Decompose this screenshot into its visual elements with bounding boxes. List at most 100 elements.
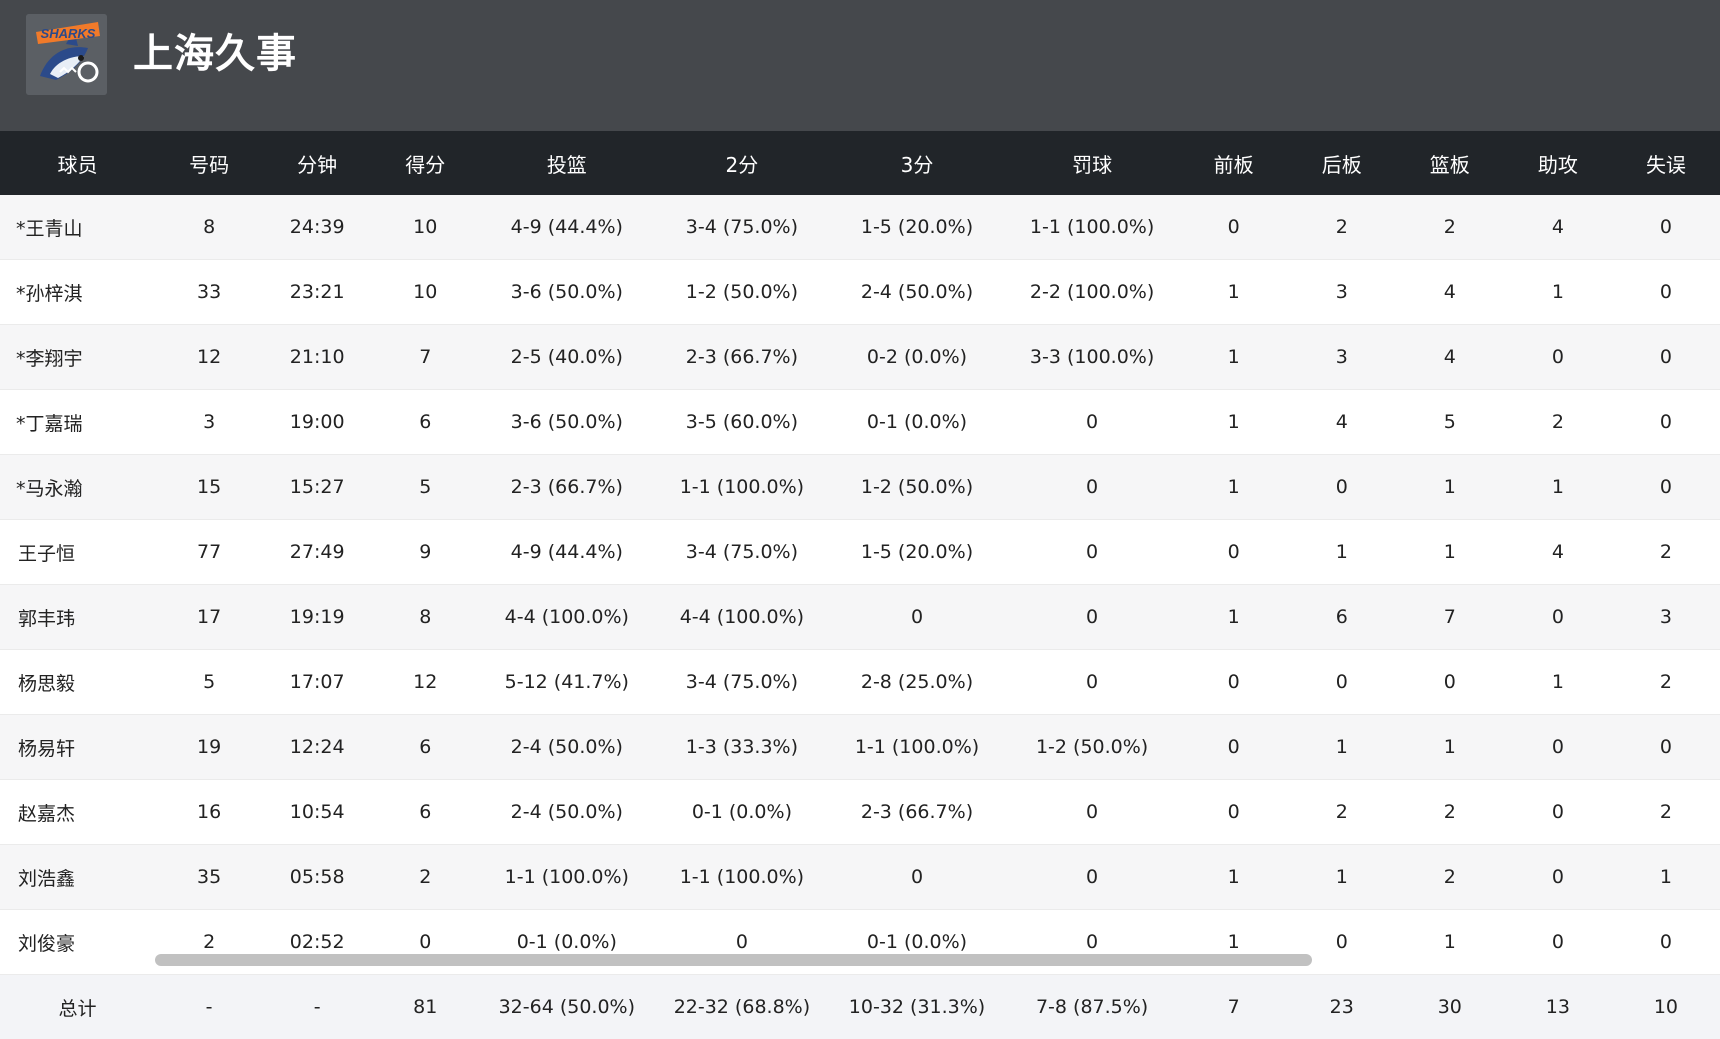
column-header[interactable]: 前板 (1180, 131, 1288, 195)
scrollbar-thumb[interactable] (155, 954, 1312, 966)
totals-label: 总计 (0, 975, 155, 1039)
player-name[interactable]: 刘俊豪 (0, 910, 155, 975)
stat-cell: 0-1 (0.0%) (654, 780, 829, 845)
stat-cell: 0 (1005, 780, 1180, 845)
column-header[interactable]: 后板 (1288, 131, 1396, 195)
player-name[interactable]: *马永瀚 (0, 455, 155, 520)
player-name[interactable]: *王青山 (0, 195, 155, 260)
stat-cell: 15 (155, 455, 263, 520)
stat-cell: 1-5 (20.0%) (829, 520, 1004, 585)
stat-cell: 0 (1396, 650, 1504, 715)
stat-cell: 5 (371, 455, 479, 520)
stat-cell: 1 (1396, 910, 1504, 975)
stat-cell: 35 (155, 845, 263, 910)
stat-cell: 19 (155, 715, 263, 780)
stat-cell: 2-3 (66.7%) (654, 325, 829, 390)
stat-cell: 0 (1180, 520, 1288, 585)
column-header[interactable]: 失误 (1612, 131, 1720, 195)
stat-cell: 3 (1288, 260, 1396, 325)
stat-cell: 1 (1180, 585, 1288, 650)
stat-cell: 5 (155, 650, 263, 715)
stat-cell: 17:07 (263, 650, 371, 715)
stat-cell: 12 (155, 325, 263, 390)
column-header[interactable]: 助攻 (1504, 131, 1612, 195)
player-name[interactable]: 杨思毅 (0, 650, 155, 715)
column-header[interactable]: 分钟 (263, 131, 371, 195)
stat-cell: 1-1 (100.0%) (829, 715, 1004, 780)
stat-cell: 1 (1288, 520, 1396, 585)
player-name[interactable]: 刘浩鑫 (0, 845, 155, 910)
stat-cell: 0 (1288, 455, 1396, 520)
stat-cell: 19:00 (263, 390, 371, 455)
player-name[interactable]: *孙梓淇 (0, 260, 155, 325)
stat-cell: 1-1 (100.0%) (1005, 195, 1180, 260)
stat-cell: 10 (371, 260, 479, 325)
stat-cell: 1 (1612, 845, 1720, 910)
column-header[interactable]: 投篮 (479, 131, 654, 195)
player-name[interactable]: 王子恒 (0, 520, 155, 585)
stat-cell: 1 (1288, 845, 1396, 910)
stat-cell: 2 (1288, 195, 1396, 260)
stat-cell: 1-1 (100.0%) (654, 845, 829, 910)
totals-cell: 30 (1396, 975, 1504, 1039)
stat-cell: 3 (1612, 585, 1720, 650)
stat-cell: 3-4 (75.0%) (654, 650, 829, 715)
player-name[interactable]: 赵嘉杰 (0, 780, 155, 845)
stat-cell: 0 (829, 845, 1004, 910)
stat-cell: 1-3 (33.3%) (654, 715, 829, 780)
stat-cell: 4-4 (100.0%) (479, 585, 654, 650)
stat-cell: 0 (1005, 520, 1180, 585)
stat-cell: 3-6 (50.0%) (479, 260, 654, 325)
stat-cell: 2 (371, 845, 479, 910)
column-header[interactable]: 篮板 (1396, 131, 1504, 195)
column-header[interactable]: 球员 (0, 131, 155, 195)
stat-cell: 7 (371, 325, 479, 390)
team-header: SHARKS 上海久事 (0, 0, 1720, 131)
horizontal-scrollbar[interactable] (155, 954, 1312, 966)
stat-cell: 8 (371, 585, 479, 650)
stat-cell: 0 (1504, 325, 1612, 390)
stat-cell: 1-1 (100.0%) (479, 845, 654, 910)
stat-cell: 0 (1612, 910, 1720, 975)
stat-cell: 0 (1288, 650, 1396, 715)
stat-cell: 1 (1396, 520, 1504, 585)
stat-cell: 3-5 (60.0%) (654, 390, 829, 455)
stat-cell: 10 (371, 195, 479, 260)
stat-cell: 4-9 (44.4%) (479, 195, 654, 260)
column-header[interactable]: 3分 (829, 131, 1004, 195)
stat-cell: 0 (1005, 390, 1180, 455)
stat-cell: 1-2 (50.0%) (829, 455, 1004, 520)
column-header[interactable]: 得分 (371, 131, 479, 195)
totals-cell: 22-32 (68.8%) (654, 975, 829, 1039)
stat-cell: 0 (1612, 260, 1720, 325)
stat-cell: 17 (155, 585, 263, 650)
player-name[interactable]: *李翔宇 (0, 325, 155, 390)
stat-cell: 0 (1504, 845, 1612, 910)
stat-cell: 6 (371, 390, 479, 455)
stat-cell: 27:49 (263, 520, 371, 585)
column-header[interactable]: 罚球 (1005, 131, 1180, 195)
stat-cell: 1 (1180, 390, 1288, 455)
stat-cell: 1 (1180, 845, 1288, 910)
stat-cell: 1 (1504, 650, 1612, 715)
stat-cell: 0 (1504, 910, 1612, 975)
stat-cell: 33 (155, 260, 263, 325)
stat-cell: 0 (1005, 585, 1180, 650)
player-name[interactable]: *丁嘉瑞 (0, 390, 155, 455)
column-header[interactable]: 号码 (155, 131, 263, 195)
svg-text:SHARKS: SHARKS (41, 26, 96, 41)
stat-cell: 0 (1612, 390, 1720, 455)
stat-cell: 3 (155, 390, 263, 455)
stat-cell: 2-3 (66.7%) (479, 455, 654, 520)
stat-cell: 4-4 (100.0%) (654, 585, 829, 650)
player-name[interactable]: 郭丰玮 (0, 585, 155, 650)
stat-cell: 21:10 (263, 325, 371, 390)
column-header[interactable]: 2分 (654, 131, 829, 195)
player-name[interactable]: 杨易轩 (0, 715, 155, 780)
